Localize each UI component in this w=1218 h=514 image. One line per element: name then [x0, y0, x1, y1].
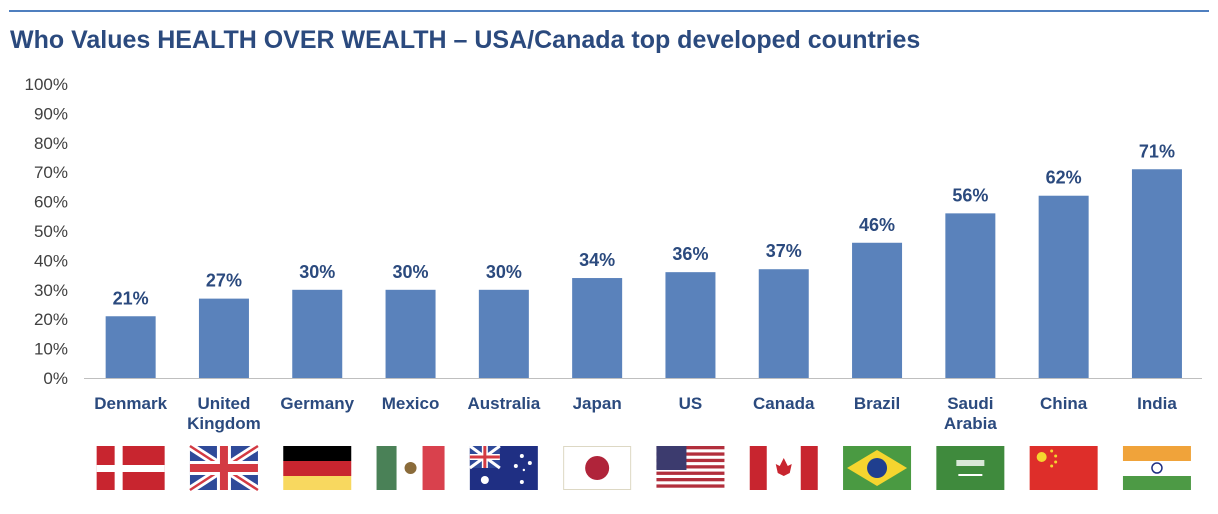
- y-tick-label: 20%: [34, 310, 68, 329]
- bar: [1038, 195, 1089, 378]
- usa-flag-icon: [656, 446, 725, 490]
- china-flag-icon: [1029, 446, 1098, 490]
- data-label: 30%: [486, 262, 522, 282]
- bar: [385, 289, 436, 378]
- canada-flag-icon: [749, 446, 818, 490]
- y-tick-label: 80%: [34, 134, 68, 153]
- bar: [945, 213, 996, 378]
- category-label: Japan: [573, 394, 622, 413]
- y-tick-label: 90%: [34, 104, 68, 123]
- mexico-flag-icon: [376, 446, 445, 490]
- data-label: 37%: [766, 241, 802, 261]
- brazil-flag-icon: [843, 446, 912, 490]
- y-tick-label: 70%: [34, 163, 68, 182]
- data-label: 36%: [672, 244, 708, 264]
- data-label: 34%: [579, 250, 615, 270]
- bar: [105, 316, 156, 378]
- bar: [758, 269, 809, 378]
- germany-flag-icon: [283, 446, 352, 490]
- category-label: Saudi Arabia: [944, 394, 997, 433]
- category-label: Australia: [467, 394, 540, 413]
- top-rule: [9, 10, 1209, 12]
- category-label: India: [1137, 394, 1177, 413]
- bar: [198, 298, 249, 378]
- denmark-flag-icon: [96, 446, 165, 490]
- category-label: Denmark: [94, 394, 167, 413]
- category-label: Canada: [753, 394, 815, 413]
- india-flag-icon: [1122, 446, 1191, 490]
- bar: [292, 289, 343, 378]
- bar: [572, 278, 623, 378]
- y-tick-label: 0%: [43, 369, 68, 388]
- data-label: 62%: [1046, 168, 1082, 188]
- data-label: 56%: [952, 185, 988, 205]
- category-label: Germany: [280, 394, 354, 413]
- category-label: China: [1040, 394, 1088, 413]
- bar: [852, 242, 903, 378]
- data-label: 27%: [206, 271, 242, 291]
- saudi-arabia-flag-icon: [936, 446, 1005, 490]
- chart-title: Who Values HEALTH OVER WEALTH – USA/Cana…: [10, 26, 921, 54]
- data-label: 71%: [1139, 141, 1175, 161]
- data-label: 21%: [113, 288, 149, 308]
- bar: [478, 289, 529, 378]
- y-tick-label: 50%: [34, 222, 68, 241]
- data-label: 46%: [859, 215, 895, 235]
- category-label: United Kingdom: [187, 394, 261, 433]
- japan-flag-icon: [563, 446, 632, 490]
- bar: [1131, 169, 1182, 378]
- data-label: 30%: [299, 262, 335, 282]
- y-tick-label: 30%: [34, 281, 68, 300]
- australia-flag-icon: [468, 444, 538, 490]
- y-tick-label: 60%: [34, 193, 68, 212]
- bar: [665, 272, 716, 378]
- category-label: US: [679, 394, 703, 413]
- y-tick-label: 40%: [34, 251, 68, 270]
- category-label: Mexico: [382, 394, 440, 413]
- data-label: 30%: [393, 262, 429, 282]
- y-tick-label: 100%: [25, 75, 68, 94]
- category-label: Brazil: [854, 394, 900, 413]
- uk-flag-icon: [187, 442, 261, 494]
- y-tick-label: 10%: [34, 340, 68, 359]
